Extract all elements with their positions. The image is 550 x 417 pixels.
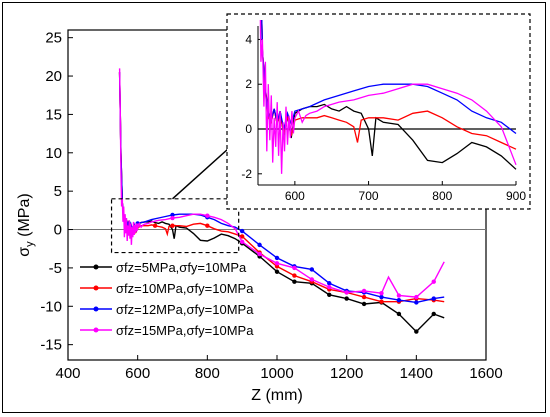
series-point-3	[396, 297, 402, 303]
series-point-2	[239, 234, 245, 239]
y-tick-label: -10	[40, 298, 62, 315]
inset-y-tick-label: 4	[245, 32, 252, 46]
series-point-4	[414, 294, 419, 300]
series-point-4	[239, 239, 245, 245]
x-tick-label: 1000	[260, 365, 293, 382]
series-point-4	[292, 265, 297, 271]
series-point-2	[274, 264, 280, 269]
series-point-4	[257, 251, 262, 257]
inset-series-line-4	[259, 20, 517, 174]
y-tick-label: 20	[45, 68, 62, 85]
series-line-4	[118, 68, 445, 298]
inset-x-tick-label: 900	[506, 189, 526, 203]
series-point-3	[379, 294, 384, 300]
y-axis-label: σy (MPa)	[16, 193, 36, 256]
y-tick-label: 0	[54, 222, 62, 239]
inset-box	[226, 13, 531, 210]
series-point-4	[396, 293, 402, 298]
series-point-3	[431, 296, 436, 301]
x-tick-label: 400	[55, 365, 80, 382]
series-point-1	[292, 279, 297, 284]
y-tick-label: -5	[49, 260, 62, 277]
series-point-1	[414, 329, 419, 334]
series-point-2	[361, 294, 367, 300]
series-point-2	[379, 299, 384, 304]
series-point-1	[274, 269, 280, 274]
series-point-2	[205, 223, 210, 228]
legend-swatch-marker	[93, 306, 99, 312]
series-point-1	[396, 311, 402, 317]
inset-x-tick-label: 700	[359, 189, 379, 203]
series-point-1	[327, 292, 332, 297]
series-point-4	[327, 284, 332, 290]
series-point-4	[135, 223, 140, 228]
inset-x-tick-label: 800	[432, 189, 452, 203]
series-point-3	[170, 212, 175, 218]
series-point-3	[309, 267, 315, 272]
inset-x-tick-label: 600	[285, 189, 305, 203]
y-tick-label: 10	[45, 145, 62, 162]
legend-label: σfz=10MPa,σfy=10MPa	[116, 281, 254, 296]
series-point-4	[431, 279, 436, 284]
legend-label: σfz=12MPa,σfy=10MPa	[116, 302, 254, 317]
y-tick-label: 5	[54, 183, 62, 200]
legend-swatch-marker	[93, 327, 99, 333]
series-point-4	[344, 290, 349, 295]
series-point-2	[292, 273, 297, 278]
series-point-1	[431, 311, 436, 317]
x-tick-label: 600	[125, 365, 150, 382]
series-point-4	[205, 213, 210, 218]
series-point-2	[152, 223, 158, 228]
x-axis-label: Z (mm)	[251, 387, 303, 404]
series-point-4	[309, 277, 315, 282]
x-tick-label: 1400	[400, 365, 433, 382]
series-point-3	[414, 300, 419, 305]
series-point-1	[344, 296, 349, 301]
series-point-2	[170, 223, 175, 228]
series-point-3	[274, 255, 280, 261]
y-tick-label: -15	[40, 337, 62, 354]
inset-y-tick-label: 0	[245, 122, 252, 136]
legend-swatch-marker	[93, 264, 99, 270]
series-point-4	[361, 288, 367, 294]
y-tick-label: 15	[45, 106, 62, 123]
inset-y-tick-label: 2	[245, 77, 252, 91]
x-tick-label: 800	[195, 365, 220, 382]
series-point-1	[361, 301, 367, 307]
legend-label: σfz=15MPa,σfy=10MPa	[116, 323, 254, 338]
series-point-4	[170, 215, 175, 221]
x-tick-label: 1600	[469, 365, 502, 382]
series-point-3	[257, 242, 262, 248]
legend-label: σfz=5MPa,σfy=10MPa	[116, 260, 247, 275]
series-point-4	[274, 261, 280, 266]
zoom-region-box	[110, 198, 240, 254]
x-tick-label: 1200	[330, 365, 363, 382]
inset-y-tick-label: -2	[241, 167, 252, 181]
legend-swatch-marker	[93, 285, 99, 291]
legend: σfz=5MPa,σfy=10MPa σfz=10MPa,σfy=10MPa σfz…	[80, 260, 254, 338]
series-point-3	[327, 281, 332, 286]
series-point-4	[379, 291, 384, 296]
y-tick-label: 25	[45, 30, 62, 47]
series-point-3	[239, 228, 245, 234]
